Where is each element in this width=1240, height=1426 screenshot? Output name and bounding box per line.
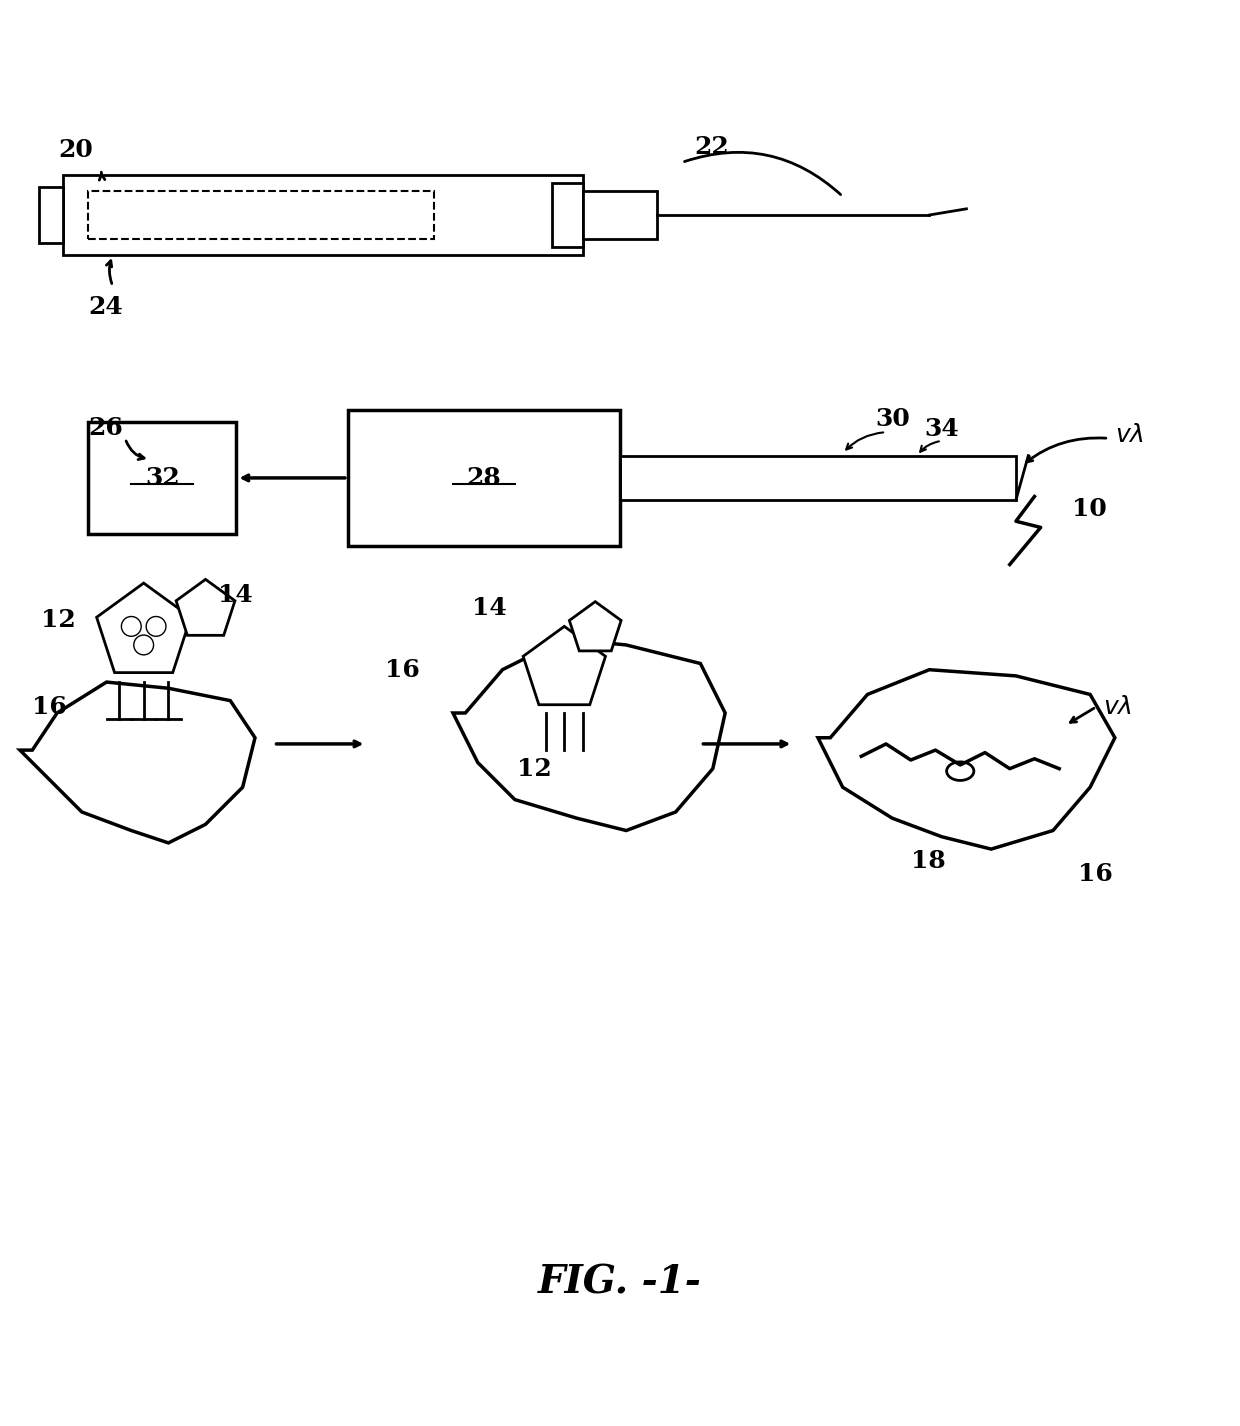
Polygon shape bbox=[176, 579, 234, 636]
Text: 24: 24 bbox=[88, 295, 123, 319]
Polygon shape bbox=[523, 626, 605, 704]
Text: 14: 14 bbox=[218, 583, 253, 607]
Text: 20: 20 bbox=[58, 138, 93, 163]
Text: 28: 28 bbox=[466, 466, 501, 491]
Ellipse shape bbox=[946, 761, 973, 780]
Text: $v\lambda$: $v\lambda$ bbox=[1102, 694, 1132, 719]
Text: 10: 10 bbox=[1071, 496, 1106, 520]
Circle shape bbox=[146, 616, 166, 636]
Text: 12: 12 bbox=[517, 757, 552, 780]
Bar bbox=[552, 183, 583, 247]
PathPatch shape bbox=[453, 639, 725, 830]
PathPatch shape bbox=[20, 682, 255, 843]
Text: FIG. -1-: FIG. -1- bbox=[538, 1263, 702, 1301]
Text: 22: 22 bbox=[694, 134, 729, 158]
Text: 12: 12 bbox=[41, 609, 76, 632]
Text: 32: 32 bbox=[145, 466, 180, 491]
PathPatch shape bbox=[818, 670, 1115, 848]
Polygon shape bbox=[569, 602, 621, 650]
Text: $v\lambda$: $v\lambda$ bbox=[1115, 422, 1143, 446]
Text: 14: 14 bbox=[471, 596, 506, 620]
FancyBboxPatch shape bbox=[347, 409, 620, 546]
FancyBboxPatch shape bbox=[63, 175, 583, 255]
Polygon shape bbox=[97, 583, 191, 673]
Bar bbox=[38, 187, 63, 244]
Text: 16: 16 bbox=[384, 657, 419, 682]
Text: 26: 26 bbox=[88, 416, 123, 441]
Text: 16: 16 bbox=[32, 694, 67, 719]
Bar bbox=[88, 191, 434, 240]
Bar bbox=[583, 191, 657, 240]
Bar bbox=[620, 456, 1016, 501]
Circle shape bbox=[122, 616, 141, 636]
Text: 16: 16 bbox=[1078, 861, 1112, 886]
Text: 18: 18 bbox=[910, 850, 945, 874]
Text: 34: 34 bbox=[924, 416, 959, 441]
Circle shape bbox=[134, 635, 154, 655]
FancyBboxPatch shape bbox=[88, 422, 237, 533]
Text: 30: 30 bbox=[874, 406, 910, 431]
